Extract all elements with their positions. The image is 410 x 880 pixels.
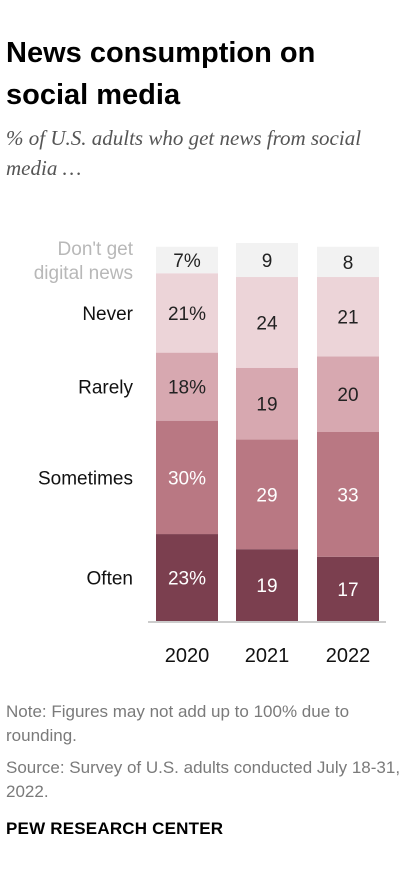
chart-source: Source: Survey of U.S. adults conducted … — [6, 758, 401, 801]
data-label-never-2020: 21% — [168, 304, 206, 325]
legend-label-don-t-get-digital-news: Don't get digital news — [34, 239, 134, 284]
bar-segment-rarely-2022 — [317, 356, 379, 432]
legend-label-never: Never — [82, 304, 133, 325]
x-tick-label-2020: 2020 — [165, 645, 210, 667]
bar-segment-don-t-get-digital-news-2021 — [236, 243, 298, 278]
data-label-don-t-get-digital-news-2021: 9 — [262, 251, 273, 272]
bar-segment-sometimes-2020 — [156, 420, 218, 535]
data-label-rarely-2020: 18% — [168, 378, 206, 399]
bar-segment-never-2021 — [236, 277, 298, 368]
chart-subtitle: % of U.S. adults who get news from socia… — [6, 126, 362, 180]
data-label-often-2020: 23% — [168, 569, 206, 590]
bar-segment-sometimes-2021 — [236, 439, 298, 550]
bar-segment-never-2022 — [317, 277, 379, 357]
stacked-bar-chart: 23%30%18%21%7%20201929192492021173320218… — [34, 239, 386, 667]
bar-segment-never-2020 — [156, 273, 218, 353]
data-label-often-2021: 19 — [256, 576, 277, 597]
legend-label-sometimes: Sometimes — [38, 468, 133, 489]
legend-label-often: Often — [87, 569, 133, 590]
bar-segment-often-2022 — [317, 556, 379, 621]
bar-segment-often-2020 — [156, 534, 218, 621]
data-label-sometimes-2020: 30% — [168, 468, 206, 489]
chart-note: Note: Figures may not add up to 100% due… — [6, 702, 350, 745]
data-label-rarely-2022: 20 — [337, 385, 358, 406]
x-tick-label-2021: 2021 — [245, 645, 290, 667]
chart-title: News consumption on social media — [6, 37, 316, 111]
x-tick-label-2022: 2022 — [326, 645, 371, 667]
data-label-sometimes-2021: 29 — [256, 485, 277, 506]
data-label-never-2021: 24 — [256, 313, 278, 334]
legend-label-rarely: Rarely — [78, 378, 133, 399]
data-label-rarely-2021: 19 — [256, 395, 277, 416]
bar-segment-sometimes-2022 — [317, 432, 379, 557]
data-label-sometimes-2022: 33 — [337, 485, 358, 506]
data-label-never-2022: 21 — [337, 308, 358, 329]
data-label-don-t-get-digital-news-2020: 7% — [173, 251, 201, 272]
data-label-don-t-get-digital-news-2022: 8 — [343, 253, 354, 274]
data-label-often-2022: 17 — [337, 580, 358, 601]
bar-segment-rarely-2021 — [236, 367, 298, 440]
brand-logo-text: PEW RESEARCH CENTER — [6, 819, 224, 838]
bar-segment-don-t-get-digital-news-2022 — [317, 246, 379, 278]
bar-segment-often-2021 — [236, 549, 298, 621]
bar-segment-rarely-2020 — [156, 352, 218, 421]
bar-segment-don-t-get-digital-news-2020 — [156, 246, 218, 274]
